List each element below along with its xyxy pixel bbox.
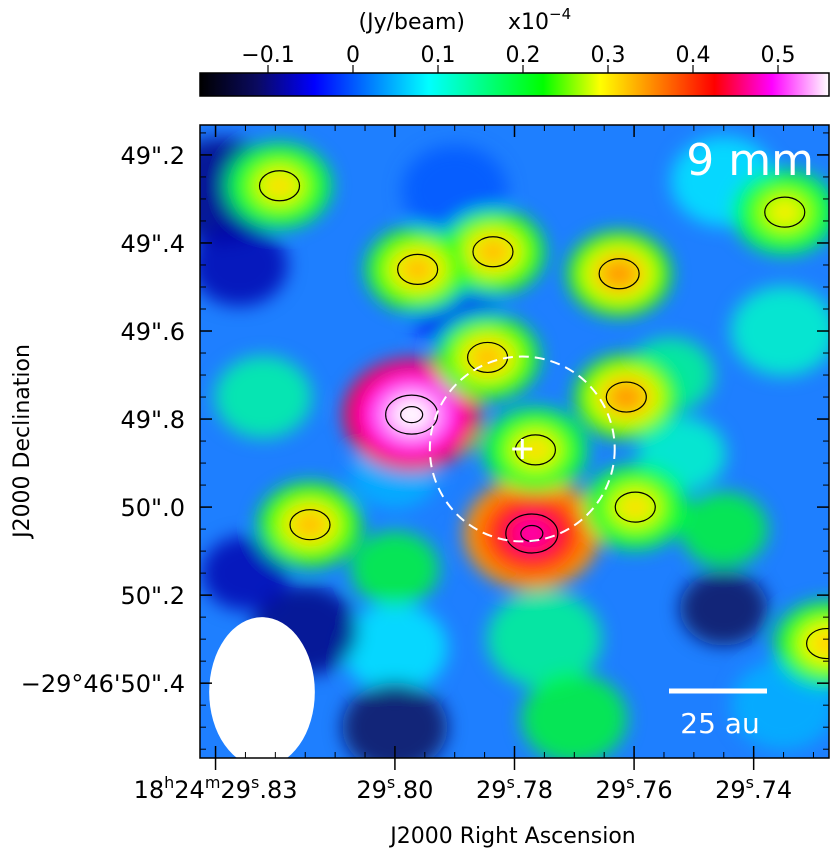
contour xyxy=(289,509,331,541)
emission-peak xyxy=(392,399,431,430)
emission-background-patch xyxy=(679,491,768,567)
contour xyxy=(614,491,656,523)
contour xyxy=(764,196,806,228)
colorbar-tick-labels: −0.1 0 0.1 0.2 0.3 0.4 0.5 xyxy=(241,43,796,73)
scalebar-label: 25 au xyxy=(680,707,759,740)
x-tick-label: 29s.78 xyxy=(476,773,553,804)
emission-peak xyxy=(403,257,432,282)
emission-background-patch xyxy=(679,570,768,646)
emission-peak xyxy=(513,518,551,549)
emission-peak xyxy=(612,385,641,409)
emission-background-patch xyxy=(214,355,312,439)
emission-background-patch xyxy=(487,590,602,688)
contour xyxy=(598,258,640,290)
colorbar-tick-label: −0.1 xyxy=(241,43,294,68)
contour xyxy=(505,513,559,554)
y-axis: 49".2 49".4 49".6 49".8 50".0 50".2 −29°46'50"… xyxy=(21,132,829,750)
band-label: 9 mm xyxy=(686,135,814,186)
contour xyxy=(605,381,647,413)
y-tick-label: 49".4 xyxy=(121,230,185,258)
emission-background-patch xyxy=(342,682,448,758)
x-axis-label: J2000 Right Ascension xyxy=(388,824,635,849)
emission-background-patch xyxy=(730,660,829,751)
y-tick-label: 49".2 xyxy=(121,142,185,170)
colorbar-bar xyxy=(199,72,830,97)
colorbar-multiplier-exponent: −4 xyxy=(549,5,571,23)
colorbar-tick-label: 0.1 xyxy=(421,43,456,68)
emission-background-patch xyxy=(730,286,829,376)
emission-background-patch xyxy=(521,673,628,758)
colorbar-tick-label: 0.2 xyxy=(506,43,541,68)
y-tick-label: 49".8 xyxy=(121,406,185,434)
contour xyxy=(385,394,439,435)
emission-peak xyxy=(604,262,634,286)
emission-peak xyxy=(478,240,508,264)
y-tick-label: 50".0 xyxy=(121,494,185,522)
colorbar-tick-label: 0 xyxy=(346,43,360,68)
emission-background-patch xyxy=(350,531,439,607)
x-tick-label: 18h24m29s.83 xyxy=(134,773,298,804)
colorbar-tick-label: 0.3 xyxy=(591,43,626,68)
emission-peak xyxy=(812,631,829,656)
emission-peak xyxy=(620,495,650,519)
contour xyxy=(258,170,301,202)
y-tick-label: 50".2 xyxy=(121,582,185,610)
x-tick-label: 29s.80 xyxy=(356,773,433,804)
dashed-circle xyxy=(428,355,616,543)
emission-peak xyxy=(521,438,550,462)
contour xyxy=(806,627,829,660)
map-panel xyxy=(200,125,829,758)
emission-map xyxy=(200,136,829,758)
emission-peak xyxy=(473,345,502,370)
emission-background-patch xyxy=(342,603,448,693)
emission-peak xyxy=(295,512,325,537)
contour xyxy=(397,253,439,285)
x-tick-label: 29s.76 xyxy=(596,773,673,804)
y-tick-label: 49".6 xyxy=(121,318,185,346)
y-tick-label: −29°46'50".4 xyxy=(21,670,185,698)
emission-background-patch xyxy=(201,535,290,611)
colorbar-tick-label: 0.5 xyxy=(761,43,796,68)
emission-peak xyxy=(265,174,294,198)
beam-ellipse xyxy=(209,617,315,758)
x-axis: 18h24m29s.83 29s.80 29s.78 29s.76 29s.74 xyxy=(134,125,814,804)
overlays xyxy=(209,355,767,758)
x-tick-label: 29s.74 xyxy=(715,773,792,804)
emission-background-patch xyxy=(200,223,288,307)
colorbar-multiplier-base: x10 xyxy=(508,10,549,35)
contour xyxy=(472,236,514,268)
colorbar-multiplier: x10−4 xyxy=(508,5,571,35)
y-axis-label: J2000 Declination xyxy=(10,344,35,540)
colorbar-unit-label: (Jy/beam) xyxy=(359,10,466,35)
emission-peak xyxy=(770,200,800,224)
colorbar: (Jy/beam) x10−4 −0.1 0 0.1 0.2 0.3 0.4 0.5 xyxy=(199,5,830,97)
colorbar-tick-label: 0.4 xyxy=(676,43,711,68)
contour-inner xyxy=(400,406,424,424)
